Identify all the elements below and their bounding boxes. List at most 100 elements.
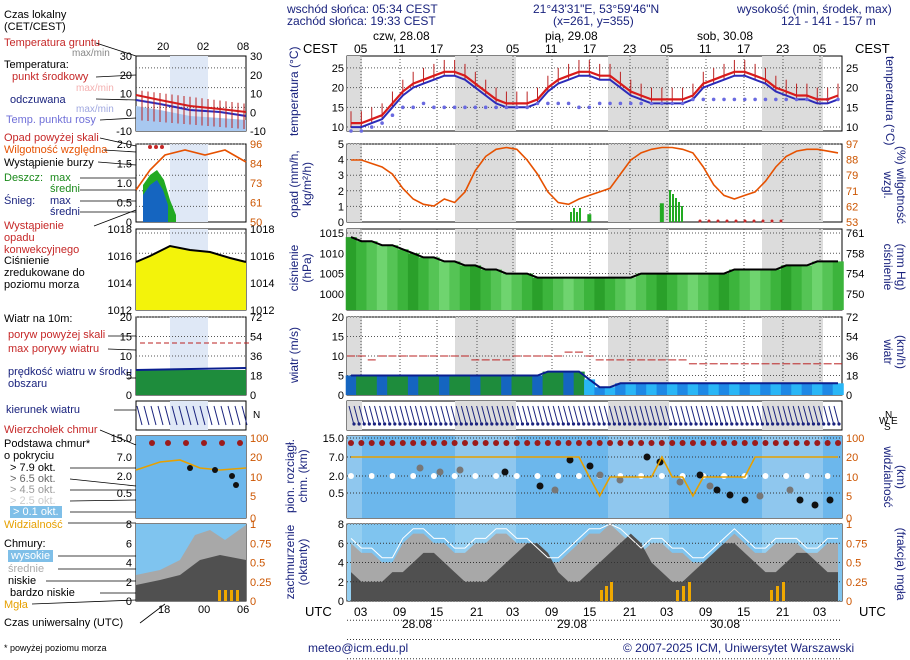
wind-arrow-head xyxy=(383,422,387,426)
day-bottom-1: 28.08 xyxy=(402,617,433,631)
dew-point-dot xyxy=(483,105,488,110)
cloud-base-mid xyxy=(436,468,444,476)
wind-arrow-head xyxy=(388,422,392,426)
dew-point-dot xyxy=(639,101,643,106)
precip-bar-small xyxy=(675,198,677,222)
wind-arrow xyxy=(516,405,523,426)
mini-press-tick-r: 1016 xyxy=(250,251,274,263)
wind-arrow-head xyxy=(786,422,790,426)
night-band-1-0 xyxy=(347,144,362,222)
email-link[interactable]: meteo@icm.edu.pl xyxy=(308,641,409,655)
mini-cloud-base-dot xyxy=(233,482,239,488)
legend-connector-1 xyxy=(95,74,137,78)
mini-pressure-area xyxy=(136,246,246,310)
wind-arrow xyxy=(797,405,804,426)
legend-okt01: > 0.1 okt. xyxy=(10,506,62,518)
wind-arrow xyxy=(767,405,774,426)
hour-cest-8: 05 xyxy=(660,42,674,56)
mini-wind-arrow xyxy=(143,405,150,426)
cloud-base-dot xyxy=(513,473,520,479)
wind-arrow xyxy=(404,405,411,426)
legend-clouds: Chmury: xyxy=(4,538,46,550)
cloud-top-dot xyxy=(638,440,645,446)
wind-arrow-head xyxy=(592,422,596,426)
mini-press-tick-r: 1018 xyxy=(250,224,274,236)
hour-cest-11: 23 xyxy=(776,42,790,56)
felt-temp-line xyxy=(351,74,839,129)
mini-wind-arrow xyxy=(206,405,213,426)
wind-arrow-head xyxy=(362,422,366,426)
cloud-tick-l: 2.0 xyxy=(329,471,344,483)
wind-column xyxy=(490,375,502,395)
fog-bar xyxy=(770,590,773,601)
temp-tick-r: 15 xyxy=(846,102,858,114)
wind-arrow xyxy=(511,405,518,426)
mini-press-tick-r: 1014 xyxy=(250,278,274,290)
wind-arrow xyxy=(823,405,830,426)
legend-cloud-base: Podstawa chmur* o pokryciu xyxy=(4,438,91,462)
legend-wind-speed: prędkość wiatru w środku obszaru xyxy=(8,366,133,390)
wind-arrow xyxy=(649,405,656,426)
wind-column xyxy=(521,375,533,395)
visibility-line xyxy=(351,455,838,498)
mini-press-tick-r: 1012 xyxy=(250,305,274,317)
legend-pressure: Ciśnienie zredukowane do poziomu morza xyxy=(4,255,85,291)
hour-utc-5: 09 xyxy=(545,605,559,619)
mini-cloud-base-dot xyxy=(187,465,193,471)
wind-arrow-head xyxy=(495,422,499,426)
wind-arrow xyxy=(578,405,585,426)
pressure-column xyxy=(604,277,616,310)
wind-arrow xyxy=(506,405,513,426)
wind-arrow-head xyxy=(474,422,479,426)
cloud-base-dot xyxy=(721,473,728,479)
cloud-base-mid xyxy=(551,486,559,494)
mini-precip-over xyxy=(148,145,152,149)
wind-column xyxy=(729,383,741,395)
wind-arrow-head xyxy=(699,422,703,426)
wind-column xyxy=(760,383,772,395)
wind-column xyxy=(646,383,658,395)
cloud-top-dot xyxy=(482,440,489,446)
night-band-0-0 xyxy=(347,56,362,131)
wind-arrow xyxy=(348,405,355,426)
wind-arrow-head xyxy=(597,422,601,426)
cloud-base-dense xyxy=(501,468,509,476)
legend-connector-5 xyxy=(103,149,137,153)
legend-connector-0 xyxy=(95,42,137,57)
mini-temp-tick-r: 10 xyxy=(250,89,262,101)
hour-utc-6: 15 xyxy=(583,605,597,619)
wind-arrow xyxy=(363,405,370,426)
wind-column xyxy=(418,375,430,395)
wind-arrow xyxy=(532,405,539,426)
cloud-top-dot xyxy=(689,440,696,446)
legend-wind: Wiatr na 10m: xyxy=(4,313,73,325)
wind-arrow-head xyxy=(546,422,550,426)
dew-point-dot xyxy=(411,105,415,110)
precip-bar-small xyxy=(573,208,575,222)
cloud-base-dot xyxy=(762,473,769,479)
wind-arrow-head xyxy=(827,422,831,426)
wind-arrow-head xyxy=(602,422,606,426)
mini-press-tick: 1016 xyxy=(108,251,132,263)
fog-tick-r: 0.5 xyxy=(846,558,861,570)
wind-arrow xyxy=(425,405,432,426)
temp-tick-l: 25 xyxy=(332,63,344,75)
cloud-top-dot xyxy=(441,440,448,446)
coordinates: 21°43'31"E, 53°59'46"N xyxy=(533,2,660,16)
legend-high: wysokie xyxy=(8,550,54,562)
cloud-top-dot xyxy=(731,440,738,446)
mini-fog-tick: 0 xyxy=(250,596,256,608)
footnote: * powyżej poziomu morza xyxy=(4,643,107,653)
wind-column xyxy=(356,375,368,395)
wind-arrow-head xyxy=(571,422,576,426)
wind-arrow xyxy=(501,405,508,426)
hour-cest-12: 05 xyxy=(813,42,827,56)
cloud-base-mid xyxy=(616,476,624,484)
press-tick-r: 750 xyxy=(846,289,864,301)
hour-cest-1: 11 xyxy=(393,42,406,56)
wind-tick-r: 72 xyxy=(846,312,858,324)
wind-column xyxy=(615,383,627,395)
wind-arrow-head xyxy=(658,422,662,426)
wind-arrow xyxy=(833,405,840,426)
cloud-top-dot xyxy=(772,440,779,446)
